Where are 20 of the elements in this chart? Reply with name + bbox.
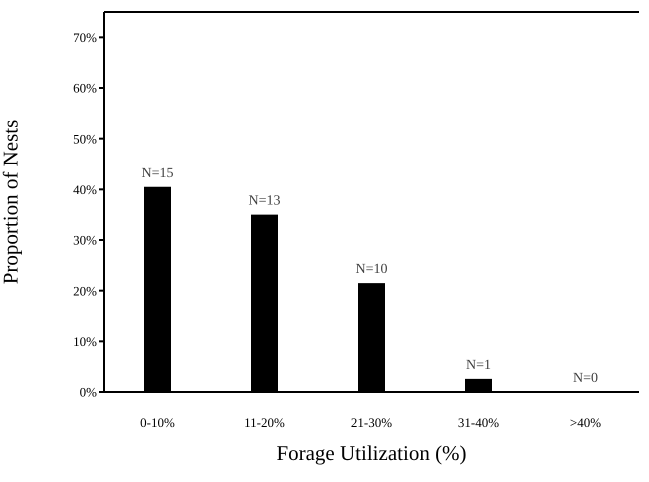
annotation: N=0 [572,371,598,386]
x-tick-label: >40% [570,415,602,430]
x-tick-label: 0-10% [140,415,175,430]
annotation: N=15 [141,166,174,181]
x-tick-label: 31-40% [458,415,500,430]
x-tick-label: 11-20% [244,415,286,430]
x-tick-label: 21-30% [350,415,392,430]
y-tick-label: 60% [73,80,98,96]
y-tick-label: 70% [73,30,98,45]
y-tick-label: 0% [80,384,98,400]
y-tick-label: 10% [73,334,98,349]
y-tick-label: 50% [73,131,98,146]
x-axis-title: Forage Utilization (%) [276,441,467,465]
annotation: N=1 [466,358,492,373]
y-tick-label: 20% [73,283,98,298]
y-tick-label: 30% [73,232,98,248]
y-axis-title: Proportion of Nests [0,120,22,284]
y-tick-label: 40% [73,182,98,197]
annotation: N=10 [355,262,388,278]
annotation: N=13 [248,194,281,209]
